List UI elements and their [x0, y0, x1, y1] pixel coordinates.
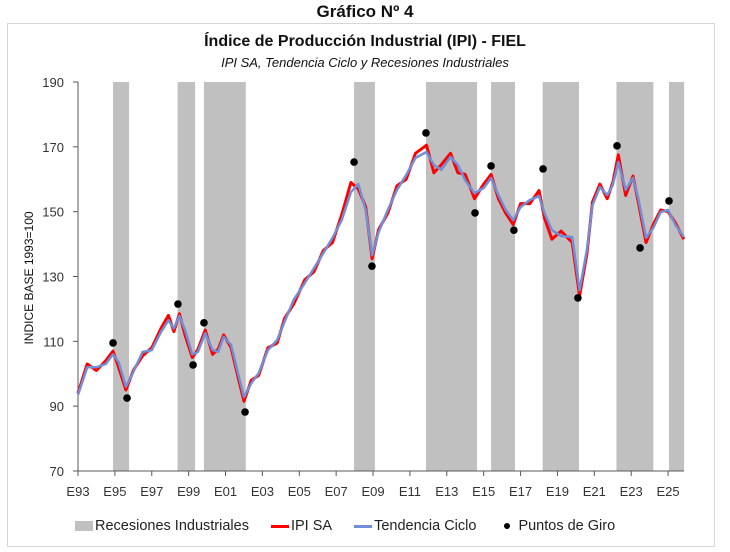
x-tick-label: E01 [214, 484, 237, 499]
y-tick-label: 170 [42, 140, 64, 155]
turning-point [510, 226, 518, 234]
recession-band [203, 82, 246, 471]
x-tick-label: E93 [66, 484, 89, 499]
x-tick-label: E21 [583, 484, 606, 499]
y-tick-label: 110 [43, 334, 64, 349]
turning-point [539, 165, 547, 173]
x-tick-label: E19 [546, 484, 569, 499]
turning-point [241, 408, 249, 416]
legend-swatch-ipi-sa [270, 524, 289, 528]
turning-point [636, 244, 644, 252]
figure-label: Gráfico Nº 4 [316, 2, 414, 21]
y-tick-label: 70 [50, 464, 64, 479]
turning-point [368, 262, 376, 270]
y-axis-label: INDICE BASE 1993=100 [22, 211, 36, 344]
turning-point [200, 319, 208, 327]
chart-title: Índice de Producción Industrial (IPI) - … [204, 33, 526, 50]
turning-point [613, 142, 621, 150]
turning-point [109, 339, 117, 347]
x-tick-label: E05 [288, 484, 311, 499]
turning-point [123, 394, 131, 402]
legend: Recesiones Industriales IPI SA Tendencia… [75, 516, 637, 536]
x-tick-label: E97 [140, 484, 163, 499]
x-tick-label: E23 [620, 484, 643, 499]
y-tick-label: 190 [42, 75, 64, 90]
x-tick-label: E13 [435, 484, 458, 499]
legend-swatch-turning-points [504, 523, 511, 529]
x-tick-label: E95 [103, 484, 126, 499]
x-tick-label: E03 [251, 484, 274, 499]
chart-frame [7, 23, 715, 547]
turning-points [109, 129, 673, 416]
legend-label: IPI SA [290, 518, 333, 534]
legend-label: Recesiones Industriales [95, 518, 249, 534]
legend-swatch-recessions [75, 521, 93, 531]
y-tick-label: 130 [42, 270, 64, 285]
series-lines [76, 143, 686, 403]
legend-label: Puntos de Giro [518, 518, 616, 534]
turning-point [174, 300, 182, 308]
legend-item-ipi-sa: IPI SA [270, 518, 333, 534]
recession-band [542, 82, 580, 471]
x-tick-label: E15 [472, 484, 495, 499]
turning-point [574, 294, 582, 302]
x-tick-label: E99 [177, 484, 200, 499]
turning-point [487, 162, 495, 170]
series-tendencia-ciclo [76, 150, 685, 399]
turning-point [422, 129, 430, 137]
legend-item-recessions: Recesiones Industriales [75, 518, 249, 534]
y-tick-label: 90 [50, 399, 64, 414]
legend-item-turning-points: Puntos de Giro [498, 518, 615, 534]
recession-band [425, 82, 478, 471]
x-tick-label: E09 [361, 484, 384, 499]
recession-band [177, 82, 196, 471]
legend-label: Tendencia Ciclo [374, 518, 477, 534]
turning-point [350, 158, 358, 166]
turning-point [189, 361, 197, 369]
recession-bands [113, 82, 685, 471]
recession-band [491, 82, 516, 471]
y-tick-label: 150 [42, 205, 64, 220]
legend-item-trend: Tendencia Ciclo [354, 518, 476, 534]
x-tick-label: E17 [509, 484, 532, 499]
series-ipi-sa [76, 143, 686, 403]
axes: 70 90 110 130 150 170 190 E93 E95 E97 E99 E01 E03 E05… [42, 75, 684, 499]
x-tick-label: E25 [657, 484, 680, 499]
turning-point [471, 209, 479, 217]
recession-band [354, 82, 375, 471]
chart-subtitle: IPI SA, Tendencia Ciclo y Recesiones Ind… [221, 55, 509, 70]
x-tick-label: E07 [325, 484, 348, 499]
recession-band [669, 82, 685, 471]
recession-band [113, 82, 130, 471]
x-tick-label: E11 [399, 484, 421, 499]
legend-swatch-trend [354, 524, 373, 528]
turning-point [665, 197, 673, 205]
recession-band [616, 82, 654, 471]
